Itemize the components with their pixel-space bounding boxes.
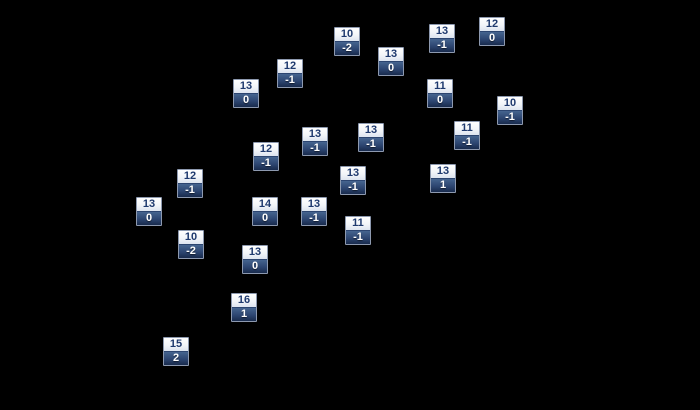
temp-marker[interactable]: 10 -2: [178, 230, 204, 259]
high-value: 13: [234, 80, 258, 94]
temp-marker[interactable]: 10 -2: [334, 27, 360, 56]
low-value: -1: [359, 138, 383, 151]
high-value: 12: [254, 143, 278, 157]
temp-marker[interactable]: 10 -1: [497, 96, 523, 125]
low-value: 0: [480, 32, 504, 45]
low-value: -1: [341, 181, 365, 194]
high-value: 13: [137, 198, 161, 212]
high-value: 13: [379, 48, 403, 62]
high-value: 13: [431, 165, 455, 179]
high-value: 12: [178, 170, 202, 184]
low-value: -1: [302, 212, 326, 225]
temp-marker[interactable]: 13 0: [136, 197, 162, 226]
temp-marker[interactable]: 13 -1: [429, 24, 455, 53]
low-value: -2: [335, 42, 359, 55]
temp-marker[interactable]: 15 2: [163, 337, 189, 366]
high-value: 13: [359, 124, 383, 138]
low-value: 0: [379, 62, 403, 75]
low-value: 0: [428, 94, 452, 107]
high-value: 12: [278, 60, 302, 74]
temp-marker[interactable]: 12 -1: [253, 142, 279, 171]
temp-marker[interactable]: 13 0: [242, 245, 268, 274]
high-value: 10: [179, 231, 203, 245]
temp-marker[interactable]: 11 -1: [454, 121, 480, 150]
high-value: 10: [498, 97, 522, 111]
low-value: -1: [430, 39, 454, 52]
temp-marker[interactable]: 12 -1: [277, 59, 303, 88]
low-value: 0: [234, 94, 258, 107]
low-value: -1: [498, 111, 522, 124]
temp-marker[interactable]: 16 1: [231, 293, 257, 322]
high-value: 13: [430, 25, 454, 39]
low-value: 1: [232, 308, 256, 321]
high-value: 11: [346, 217, 370, 231]
temp-marker[interactable]: 13 -1: [301, 197, 327, 226]
low-value: -1: [278, 74, 302, 87]
temp-marker[interactable]: 13 -1: [302, 127, 328, 156]
low-value: 0: [243, 260, 267, 273]
high-value: 13: [302, 198, 326, 212]
high-value: 13: [341, 167, 365, 181]
temp-marker[interactable]: 14 0: [252, 197, 278, 226]
high-value: 14: [253, 198, 277, 212]
temp-marker[interactable]: 11 0: [427, 79, 453, 108]
temp-marker[interactable]: 13 0: [378, 47, 404, 76]
high-value: 13: [243, 246, 267, 260]
low-value: 2: [164, 352, 188, 365]
low-value: -1: [178, 184, 202, 197]
high-value: 15: [164, 338, 188, 352]
temp-marker[interactable]: 12 0: [479, 17, 505, 46]
high-value: 11: [428, 80, 452, 94]
temp-marker[interactable]: 13 -1: [358, 123, 384, 152]
low-value: 0: [253, 212, 277, 225]
high-value: 13: [303, 128, 327, 142]
low-value: -1: [254, 157, 278, 170]
low-value: -1: [346, 231, 370, 244]
temp-marker[interactable]: 13 -1: [340, 166, 366, 195]
low-value: -1: [303, 142, 327, 155]
temp-marker[interactable]: 13 1: [430, 164, 456, 193]
high-value: 12: [480, 18, 504, 32]
high-value: 11: [455, 122, 479, 136]
low-value: 1: [431, 179, 455, 192]
low-value: -2: [179, 245, 203, 258]
temp-marker[interactable]: 13 0: [233, 79, 259, 108]
high-value: 16: [232, 294, 256, 308]
low-value: 0: [137, 212, 161, 225]
temp-marker[interactable]: 11 -1: [345, 216, 371, 245]
temp-marker[interactable]: 12 -1: [177, 169, 203, 198]
high-value: 10: [335, 28, 359, 42]
low-value: -1: [455, 136, 479, 149]
